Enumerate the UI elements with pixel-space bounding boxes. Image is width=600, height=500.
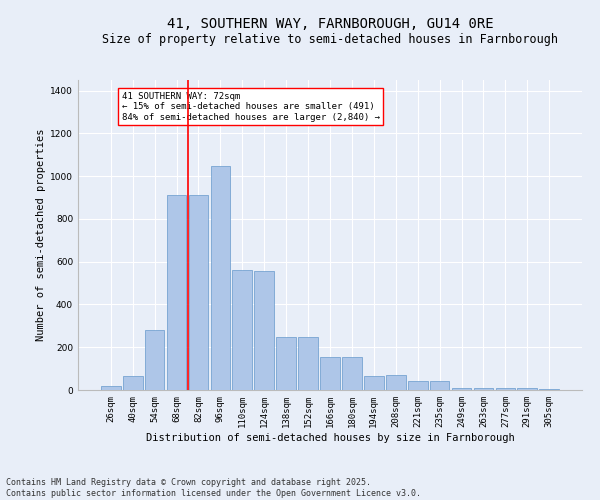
Text: Contains HM Land Registry data © Crown copyright and database right 2025.
Contai: Contains HM Land Registry data © Crown c…: [6, 478, 421, 498]
Bar: [539, 389, 559, 390]
Bar: [101, 386, 121, 390]
Bar: [452, 388, 472, 390]
Bar: [254, 272, 274, 390]
Bar: [430, 382, 449, 390]
Bar: [386, 375, 406, 390]
X-axis label: Distribution of semi-detached houses by size in Farnborough: Distribution of semi-detached houses by …: [146, 432, 514, 442]
Bar: [364, 376, 384, 390]
Bar: [298, 336, 318, 390]
Bar: [232, 270, 252, 390]
Bar: [473, 388, 493, 390]
Text: Size of property relative to semi-detached houses in Farnborough: Size of property relative to semi-detach…: [102, 32, 558, 46]
Bar: [342, 357, 362, 390]
Bar: [276, 336, 296, 390]
Bar: [167, 196, 187, 390]
Text: 41, SOUTHERN WAY, FARNBOROUGH, GU14 0RE: 41, SOUTHERN WAY, FARNBOROUGH, GU14 0RE: [167, 18, 493, 32]
Bar: [496, 388, 515, 390]
Y-axis label: Number of semi-detached properties: Number of semi-detached properties: [36, 128, 46, 341]
Bar: [188, 196, 208, 390]
Bar: [145, 330, 164, 390]
Bar: [517, 388, 537, 390]
Bar: [123, 376, 143, 390]
Text: 41 SOUTHERN WAY: 72sqm
← 15% of semi-detached houses are smaller (491)
84% of se: 41 SOUTHERN WAY: 72sqm ← 15% of semi-det…: [122, 92, 380, 122]
Bar: [320, 357, 340, 390]
Bar: [211, 166, 230, 390]
Bar: [408, 382, 428, 390]
